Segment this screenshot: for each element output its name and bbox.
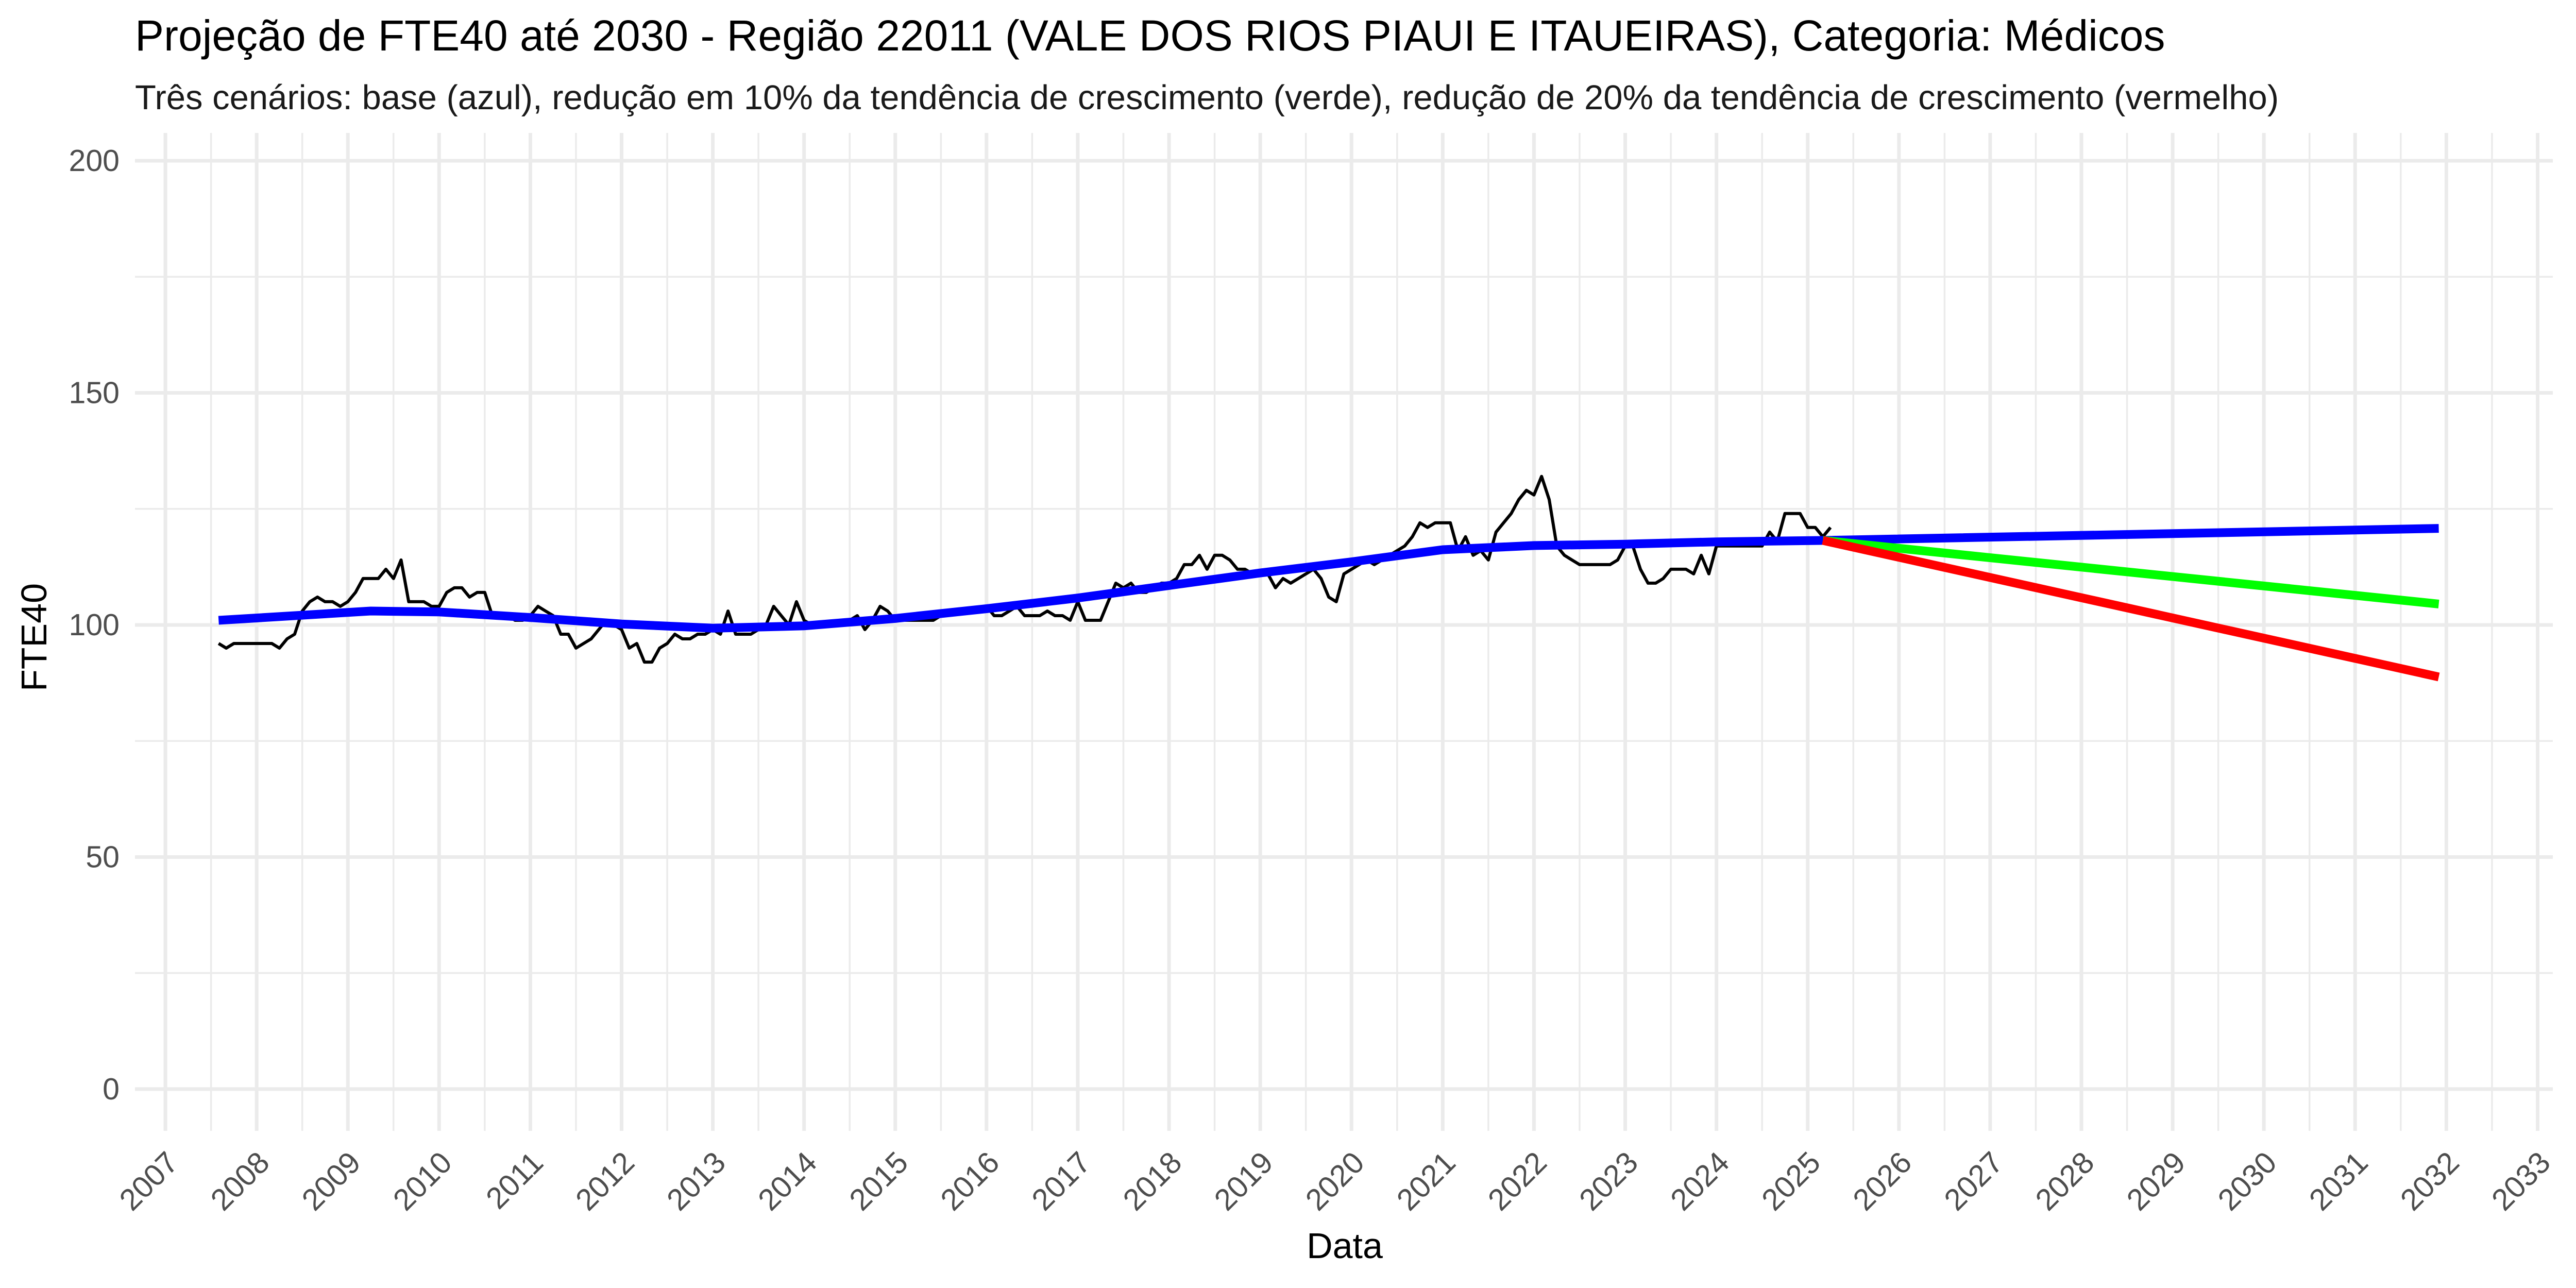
x-tick-label: 2020 — [1299, 1145, 1370, 1217]
x-tick-label: 2018 — [1116, 1145, 1188, 1217]
x-tick-label: 2030 — [2211, 1145, 2283, 1217]
series-layer — [217, 474, 2440, 682]
chart-title: Projeção de FTE40 até 2030 - Região 2201… — [135, 11, 2165, 60]
grid — [135, 133, 2553, 1131]
x-tick-label: 2008 — [204, 1145, 276, 1217]
y-axis-label: FTE40 — [14, 583, 54, 691]
x-tick-label: 2029 — [2120, 1145, 2192, 1217]
x-tick-label: 2014 — [752, 1145, 823, 1217]
x-tick-label: 2033 — [2485, 1145, 2556, 1217]
x-tick-label: 2024 — [1664, 1145, 1736, 1217]
x-tick-label: 2010 — [386, 1145, 458, 1217]
y-tick-label: 0 — [103, 1072, 120, 1106]
x-tick-label: 2019 — [1208, 1145, 1279, 1217]
x-tick-label: 2012 — [569, 1145, 640, 1217]
y-tick-label: 200 — [69, 144, 120, 178]
x-axis-ticks: 2007 2008 2009 2010 2011 2012 2013 2014 2015 2016… — [113, 1145, 2557, 1217]
x-tick-label: 2013 — [660, 1145, 732, 1217]
series-line — [1822, 536, 2440, 682]
x-tick-label: 2026 — [1846, 1145, 1918, 1217]
x-tick-label: 2025 — [1755, 1145, 1827, 1217]
y-axis-ticks: 0 50 100 150 200 — [69, 144, 120, 1106]
y-tick-label: 150 — [69, 376, 120, 410]
x-tick-label: 2028 — [2029, 1145, 2100, 1217]
x-tick-label: 2015 — [843, 1145, 914, 1217]
x-tick-label: 2022 — [1481, 1145, 1553, 1217]
x-tick-label: 2032 — [2394, 1145, 2465, 1217]
series-line — [217, 474, 1832, 664]
x-tick-label: 2011 — [480, 1145, 550, 1215]
x-axis-label: Data — [1307, 1226, 1383, 1266]
y-tick-label: 100 — [69, 608, 120, 642]
x-tick-label: 2031 — [2302, 1145, 2374, 1217]
x-tick-label: 2007 — [113, 1145, 184, 1217]
x-tick-label: 2021 — [1390, 1145, 1462, 1217]
series-line — [1822, 536, 2439, 608]
x-tick-label: 2017 — [1025, 1145, 1097, 1217]
series-line — [218, 524, 2439, 633]
chart-subtitle: Três cenários: base (azul), redução em 1… — [135, 78, 2279, 117]
y-tick-label: 50 — [86, 840, 120, 874]
x-tick-label: 2027 — [1938, 1145, 2009, 1217]
x-tick-label: 2023 — [1573, 1145, 1645, 1217]
x-tick-label: 2009 — [295, 1145, 367, 1217]
x-tick-label: 2016 — [934, 1145, 1006, 1217]
